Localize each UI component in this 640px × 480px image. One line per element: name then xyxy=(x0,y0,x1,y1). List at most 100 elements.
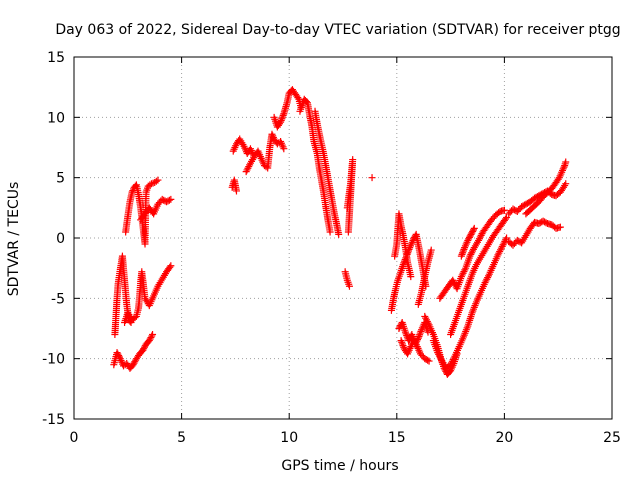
data-point xyxy=(477,231,485,239)
data-point xyxy=(113,349,121,357)
data-point xyxy=(423,318,431,326)
data-point xyxy=(166,263,174,271)
data-point xyxy=(424,319,432,327)
data-point xyxy=(501,215,509,223)
data-point xyxy=(140,343,148,351)
data-point xyxy=(415,332,423,340)
x-tick-label: 25 xyxy=(603,430,621,446)
data-point xyxy=(422,314,430,322)
data-point xyxy=(398,338,406,346)
data-point xyxy=(402,330,410,338)
data-point xyxy=(128,188,136,196)
data-point xyxy=(279,111,287,119)
data-point xyxy=(475,235,483,243)
data-point xyxy=(140,345,148,353)
data-point xyxy=(470,224,478,232)
data-point xyxy=(130,359,138,367)
data-point xyxy=(475,236,483,244)
data-point xyxy=(115,353,123,361)
data-point xyxy=(468,249,476,257)
data-point xyxy=(465,233,473,241)
data-point xyxy=(436,354,444,362)
data-point xyxy=(427,246,435,254)
data-point xyxy=(115,352,123,360)
x-tick-label: 20 xyxy=(495,430,513,446)
data-point xyxy=(276,120,284,128)
y-tick-label: 0 xyxy=(56,231,65,247)
data-point xyxy=(464,236,472,244)
x-axis-ticks: 0 5 10 15 20 25 xyxy=(70,57,621,446)
data-point xyxy=(482,277,490,285)
data-point xyxy=(417,327,425,335)
x-tick-label: 15 xyxy=(388,430,406,446)
data-point xyxy=(499,241,507,249)
data-point xyxy=(448,357,456,365)
data-point xyxy=(343,204,351,212)
data-point xyxy=(483,275,491,283)
data-point xyxy=(400,343,408,351)
data-point xyxy=(401,328,409,336)
y-tick-label: 10 xyxy=(47,110,65,126)
data-point xyxy=(467,230,475,238)
data-point xyxy=(424,356,432,364)
chart-title: Day 063 of 2022, Sidereal Day-to-day VTE… xyxy=(55,22,620,38)
data-point xyxy=(245,163,253,171)
data-point xyxy=(335,230,343,238)
data-point xyxy=(278,115,286,123)
data-point xyxy=(416,331,424,339)
data-point xyxy=(460,245,468,253)
data-point xyxy=(469,247,477,255)
data-point xyxy=(242,168,250,176)
data-point xyxy=(559,166,567,174)
data-point xyxy=(277,116,285,124)
data-point xyxy=(500,239,508,247)
data-point xyxy=(458,271,466,279)
y-axis-label: SDTVAR / TECUs xyxy=(6,182,22,297)
data-point xyxy=(149,331,157,339)
data-point xyxy=(465,235,473,243)
data-point xyxy=(468,229,476,237)
data-point xyxy=(154,176,162,184)
data-point xyxy=(459,269,467,277)
data-point xyxy=(450,280,458,288)
data-point xyxy=(481,279,489,287)
data-point xyxy=(279,113,287,121)
data-point xyxy=(495,249,503,257)
grid-lines xyxy=(74,57,612,419)
data-point xyxy=(457,252,465,260)
data-point xyxy=(460,268,468,276)
y-axis-ticks: -15 -10 -5 0 5 10 15 xyxy=(42,50,612,428)
x-axis-label: GPS time / hours xyxy=(281,458,398,474)
data-point xyxy=(397,337,405,345)
data-point xyxy=(484,274,492,282)
data-point xyxy=(466,252,474,260)
data-point xyxy=(243,166,251,174)
data-point xyxy=(416,329,424,337)
data-point xyxy=(449,276,457,284)
data-point xyxy=(447,361,455,369)
data-point xyxy=(407,273,415,281)
y-tick-label: -15 xyxy=(42,412,65,428)
data-point xyxy=(269,132,277,140)
data-point xyxy=(139,346,147,354)
data-point xyxy=(469,226,477,234)
data-point xyxy=(280,145,288,153)
data-point xyxy=(147,334,155,342)
data-point xyxy=(459,247,467,255)
data-point xyxy=(458,250,466,258)
data-point xyxy=(399,342,407,350)
data-point xyxy=(152,177,160,185)
x-tick-label: 5 xyxy=(177,430,186,446)
data-point xyxy=(114,350,122,358)
data-point xyxy=(277,118,285,126)
y-tick-label: 15 xyxy=(47,50,65,66)
data-point xyxy=(466,232,474,240)
data-point xyxy=(449,356,457,364)
y-tick-label: 5 xyxy=(56,171,65,187)
data-point xyxy=(435,350,443,358)
data-point xyxy=(148,332,156,340)
data-point xyxy=(368,174,376,182)
data-point xyxy=(497,246,505,254)
data-point xyxy=(467,250,475,258)
data-point xyxy=(294,94,302,102)
